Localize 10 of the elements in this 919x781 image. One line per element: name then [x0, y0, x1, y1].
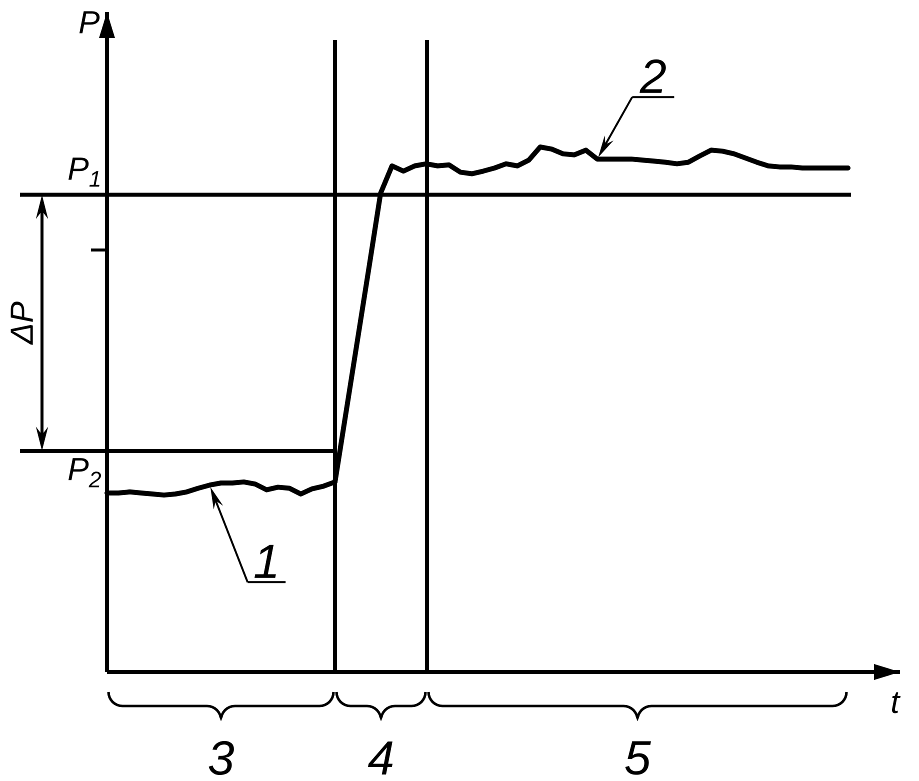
text: 5: [625, 741, 651, 775]
series-label: 2: [640, 59, 666, 93]
ref-line-label: P$_{2}$: [68, 458, 101, 488]
ref-line-label: P$_{1}$: [68, 158, 100, 187]
text: 3: [208, 741, 234, 775]
x-axis-title: t: [892, 692, 901, 714]
text: ΔP: [10, 302, 33, 345]
text: 4: [368, 741, 393, 775]
legend-label: 1: [254, 544, 276, 578]
y-axis-title: P: [79, 11, 100, 34]
